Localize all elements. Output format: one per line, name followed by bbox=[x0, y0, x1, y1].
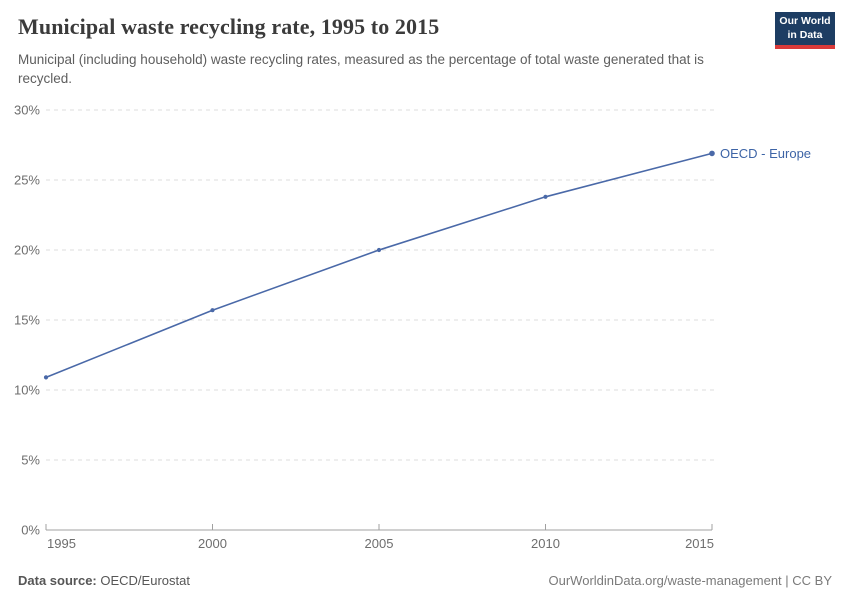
data-point bbox=[376, 247, 382, 253]
chart-header: Municipal waste recycling rate, 1995 to … bbox=[18, 14, 758, 88]
data-source-value: OECD/Eurostat bbox=[100, 573, 190, 588]
y-tick-label: 15% bbox=[14, 313, 40, 328]
data-source: Data source: OECD/Eurostat bbox=[18, 573, 190, 588]
y-tick-label: 25% bbox=[14, 173, 40, 188]
chart-subtitle: Municipal (including household) waste re… bbox=[18, 52, 704, 86]
data-point bbox=[543, 194, 548, 199]
owid-logo[interactable]: Our World in Data bbox=[775, 12, 835, 49]
chart-footer: Data source: OECD/Eurostat OurWorldinDat… bbox=[18, 573, 832, 588]
x-tick-label: 1995 bbox=[47, 536, 76, 551]
y-tick-label: 10% bbox=[14, 383, 40, 398]
data-source-label: Data source: bbox=[18, 573, 97, 588]
owid-logo-text: Our World in Data bbox=[779, 15, 831, 41]
x-tick-label: 2000 bbox=[198, 536, 227, 551]
x-tick-label: 2015 bbox=[685, 536, 714, 551]
chart-title: Municipal waste recycling rate, 1995 to … bbox=[18, 14, 440, 39]
x-tick-label: 2005 bbox=[365, 536, 394, 551]
y-tick-label: 0% bbox=[21, 523, 40, 538]
data-point bbox=[709, 150, 715, 157]
series-end-label: OECD - Europe bbox=[720, 146, 811, 161]
data-point bbox=[43, 375, 49, 380]
y-tick-label: 30% bbox=[14, 103, 40, 118]
data-line bbox=[45, 152, 713, 379]
data-point bbox=[210, 308, 215, 313]
y-tick-label: 5% bbox=[21, 453, 40, 468]
attribution-link[interactable]: OurWorldinData.org/waste-management | CC… bbox=[548, 573, 832, 588]
x-tick-label: 2010 bbox=[531, 536, 560, 551]
y-tick-label: 20% bbox=[14, 243, 40, 258]
